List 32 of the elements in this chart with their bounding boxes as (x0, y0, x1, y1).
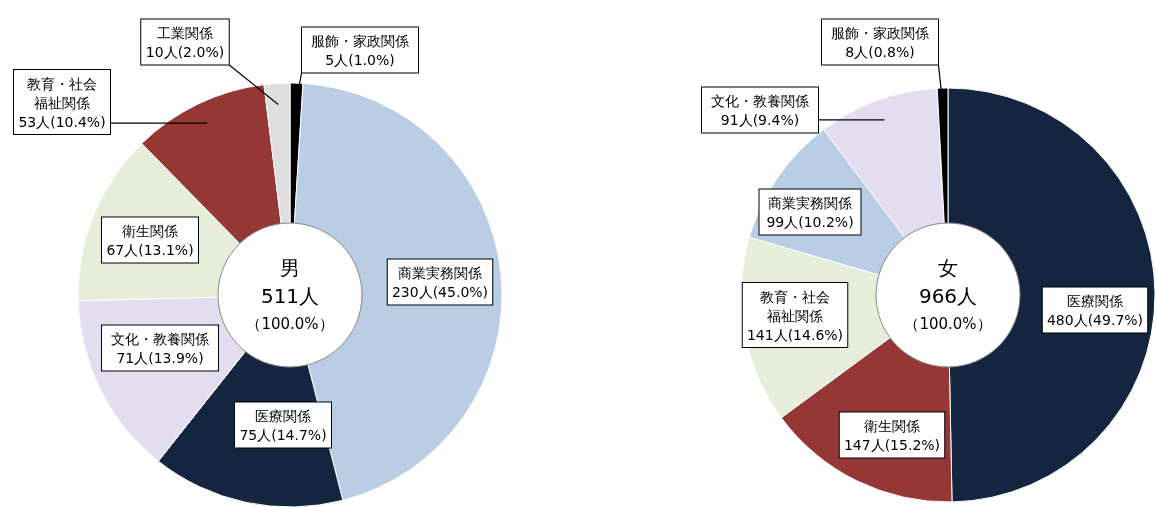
data-label: 141人(14.6%) (746, 326, 844, 343)
data-label: 71人(13.9%) (116, 350, 204, 366)
slice-label: 服飾・家政関係 (311, 33, 409, 49)
text: 511人 (260, 284, 320, 308)
data-label: 230人(45.0%) (391, 284, 489, 300)
data-label: 480人(49.7%) (1046, 312, 1144, 328)
data-label: 67人(13.1%) (106, 242, 194, 258)
slice-label: 文化・教養関係 (111, 331, 209, 347)
text: 966人 (918, 284, 978, 308)
text: （100.0%） (246, 315, 334, 333)
slice-label: 衛生関係 (864, 418, 920, 434)
text: 女 (938, 256, 958, 280)
data-label: 8人(0.8%) (845, 44, 915, 60)
slice-label: 商業実務関係 (398, 265, 482, 281)
text: （100.0%） (904, 315, 992, 333)
slice-label: 医療関係 (1067, 293, 1123, 309)
slice-label: 教育・社会福祉関係 (27, 75, 97, 111)
data-label: 5人(1.0%) (325, 52, 395, 68)
data-label: 53人(10.4%) (18, 113, 106, 130)
slice-label: 文化・教養関係 (711, 93, 809, 109)
data-label: 10人(2.0%) (145, 44, 225, 60)
slice-label: 服飾・家政関係 (831, 25, 929, 41)
data-label: 75人(14.7%) (239, 427, 327, 443)
slice-label: 医療関係 (255, 408, 311, 424)
slice-label: 教育・社会福祉関係 (760, 288, 830, 324)
data-label: 91人(9.4%) (720, 112, 800, 128)
text: 男 (280, 256, 300, 280)
data-label: 147人(15.2%) (843, 437, 941, 453)
slice-label: 衛生関係 (122, 223, 178, 239)
data-label: 99人(10.2%) (766, 214, 854, 230)
slice-label: 工業関係 (157, 25, 213, 41)
slice-label: 商業実務関係 (768, 195, 852, 211)
